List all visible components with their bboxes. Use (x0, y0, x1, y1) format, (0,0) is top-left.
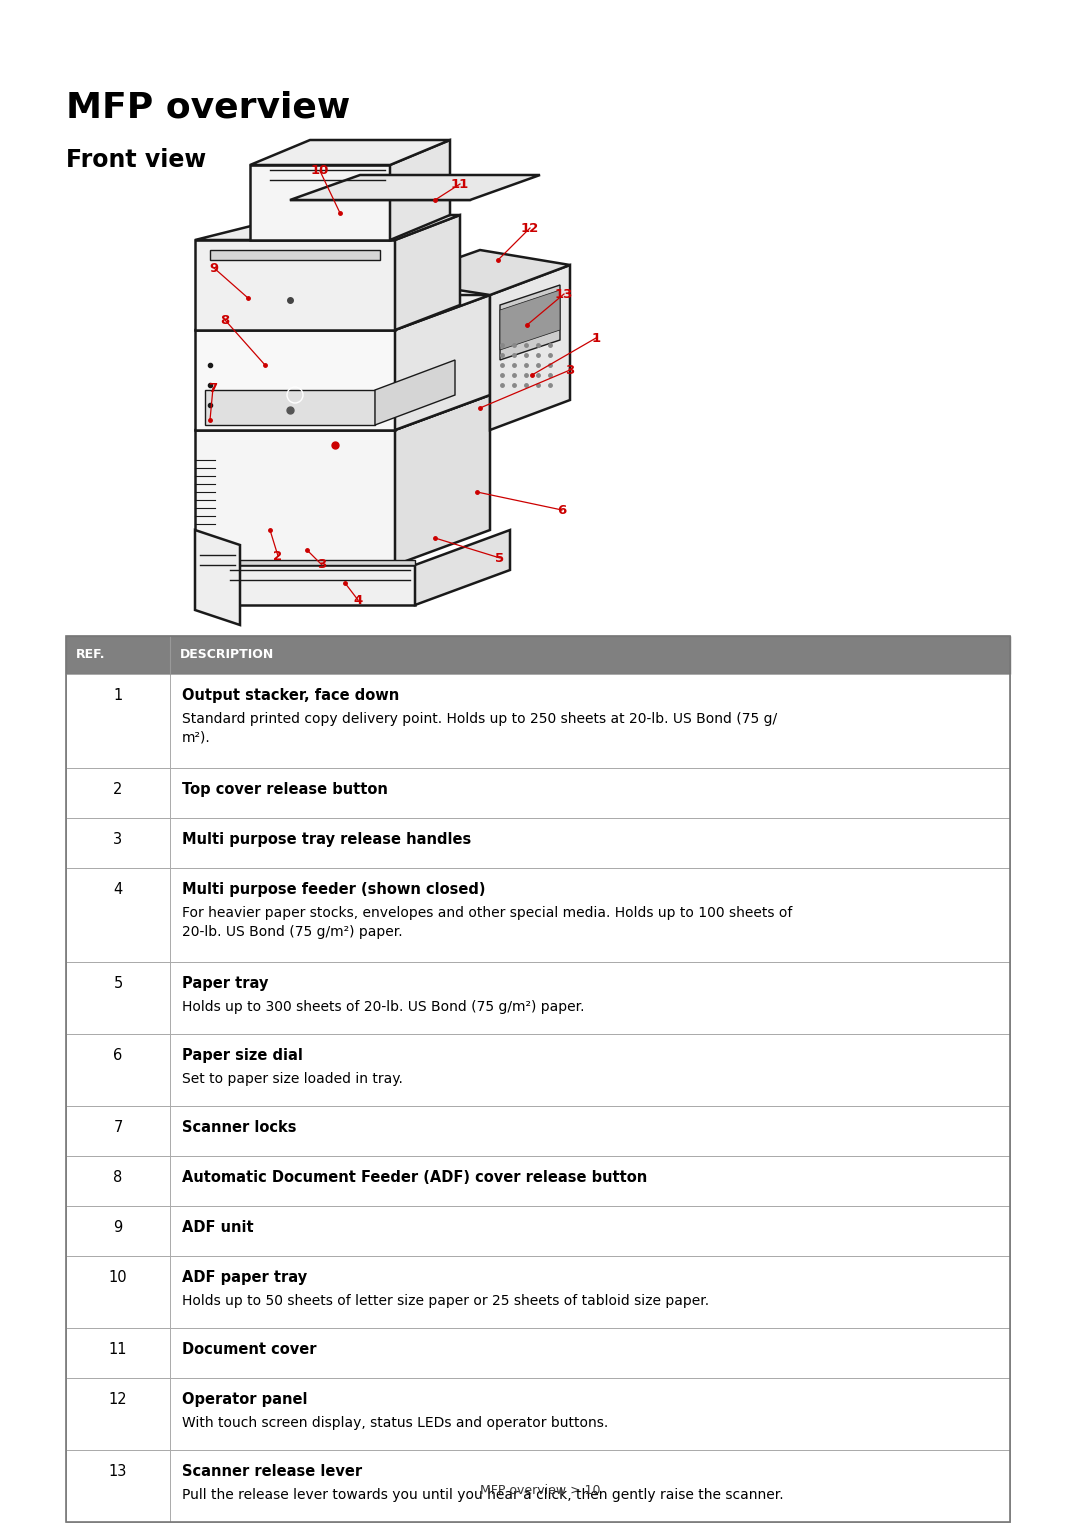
Text: Multi purpose tray release handles: Multi purpose tray release handles (183, 832, 471, 847)
Polygon shape (291, 176, 540, 200)
Text: 5: 5 (113, 976, 123, 991)
Bar (66, 1034, 1010, 1106)
Polygon shape (375, 360, 455, 425)
Text: 13: 13 (109, 1464, 127, 1480)
Bar (66, 1257, 1010, 1328)
Polygon shape (249, 140, 450, 165)
Text: 8: 8 (113, 1170, 123, 1185)
Text: 6: 6 (557, 504, 567, 516)
Polygon shape (195, 240, 395, 330)
Text: ADF unit: ADF unit (183, 1220, 254, 1235)
Text: Standard printed copy delivery point. Holds up to 250 sheets at 20-lb. US Bond (: Standard printed copy delivery point. Ho… (183, 712, 778, 745)
Polygon shape (195, 295, 490, 330)
Text: 9: 9 (113, 1220, 123, 1235)
Text: 3: 3 (565, 363, 575, 377)
Polygon shape (390, 140, 450, 240)
Polygon shape (395, 295, 490, 431)
Text: For heavier paper stocks, envelopes and other special media. Holds up to 100 she: For heavier paper stocks, envelopes and … (183, 906, 793, 939)
Text: Operator panel: Operator panel (183, 1393, 308, 1406)
Bar (66, 768, 1010, 818)
Text: DESCRIPTION: DESCRIPTION (180, 649, 274, 661)
Text: 3: 3 (318, 559, 326, 571)
Text: Document cover: Document cover (183, 1342, 316, 1358)
Text: 6: 6 (113, 1048, 123, 1063)
Text: 12: 12 (521, 221, 539, 235)
Polygon shape (205, 389, 375, 425)
Bar (66, 1106, 1010, 1156)
Polygon shape (395, 395, 490, 565)
Text: 8: 8 (220, 313, 230, 327)
Text: ADF paper tray: ADF paper tray (183, 1270, 307, 1286)
Text: Multi purpose feeder (shown closed): Multi purpose feeder (shown closed) (183, 883, 486, 896)
Text: 10: 10 (109, 1270, 127, 1286)
Polygon shape (195, 215, 460, 240)
Text: 4: 4 (353, 594, 363, 606)
Bar (66, 1156, 1010, 1206)
Text: Output stacker, face down: Output stacker, face down (183, 689, 400, 702)
Polygon shape (210, 250, 380, 260)
Text: 1: 1 (592, 331, 600, 345)
Text: Front view: Front view (66, 148, 206, 173)
Polygon shape (195, 530, 240, 625)
Bar (66, 962, 1010, 1034)
Text: 4: 4 (113, 883, 123, 896)
Bar (66, 1451, 1010, 1522)
Text: MFP overview: MFP overview (66, 90, 350, 124)
Text: 2: 2 (273, 550, 283, 562)
Text: Top cover release button: Top cover release button (183, 782, 388, 797)
Text: Holds up to 300 sheets of 20-lb. US Bond (75 g/m²) paper.: Holds up to 300 sheets of 20-lb. US Bond… (183, 1000, 584, 1014)
Text: 1: 1 (113, 689, 123, 702)
Text: REF.: REF. (76, 649, 106, 661)
Polygon shape (195, 395, 490, 431)
Text: Scanner release lever: Scanner release lever (183, 1464, 362, 1480)
Polygon shape (490, 266, 570, 431)
Text: 7: 7 (113, 1119, 123, 1135)
Text: 2: 2 (113, 782, 123, 797)
Text: Holds up to 50 sheets of letter size paper or 25 sheets of tabloid size paper.: Holds up to 50 sheets of letter size pap… (183, 1293, 710, 1309)
Bar (66, 1377, 1010, 1451)
Bar (66, 637, 1010, 1522)
Text: 12: 12 (109, 1393, 127, 1406)
Bar (66, 637, 1010, 673)
Text: With touch screen display, status LEDs and operator buttons.: With touch screen display, status LEDs a… (183, 1416, 608, 1429)
Polygon shape (500, 290, 561, 350)
Text: Scanner locks: Scanner locks (183, 1119, 297, 1135)
Text: Paper size dial: Paper size dial (183, 1048, 302, 1063)
Text: 5: 5 (496, 551, 504, 565)
Text: 3: 3 (113, 832, 122, 847)
Text: 11: 11 (450, 177, 469, 191)
Text: Pull the release lever towards you until you hear a click, then gently raise the: Pull the release lever towards you until… (183, 1487, 784, 1503)
Bar (66, 1206, 1010, 1257)
Text: 10: 10 (311, 165, 329, 177)
Bar (66, 818, 1010, 867)
Polygon shape (395, 250, 570, 295)
Polygon shape (500, 286, 561, 360)
Text: 13: 13 (555, 287, 573, 301)
Polygon shape (220, 565, 415, 605)
Text: 7: 7 (208, 382, 217, 394)
Bar (66, 673, 1010, 768)
Polygon shape (395, 215, 460, 330)
Text: Automatic Document Feeder (ADF) cover release button: Automatic Document Feeder (ADF) cover re… (183, 1170, 647, 1185)
Text: 11: 11 (109, 1342, 127, 1358)
Bar (66, 1328, 1010, 1377)
Polygon shape (195, 330, 395, 431)
Bar (66, 867, 1010, 962)
Polygon shape (249, 165, 390, 240)
Text: Set to paper size loaded in tray.: Set to paper size loaded in tray. (183, 1072, 403, 1086)
Text: MFP overview > 10: MFP overview > 10 (480, 1484, 600, 1496)
Polygon shape (220, 560, 415, 565)
Polygon shape (195, 431, 395, 565)
Text: Paper tray: Paper tray (183, 976, 268, 991)
Text: 9: 9 (210, 261, 218, 275)
Polygon shape (415, 530, 510, 605)
